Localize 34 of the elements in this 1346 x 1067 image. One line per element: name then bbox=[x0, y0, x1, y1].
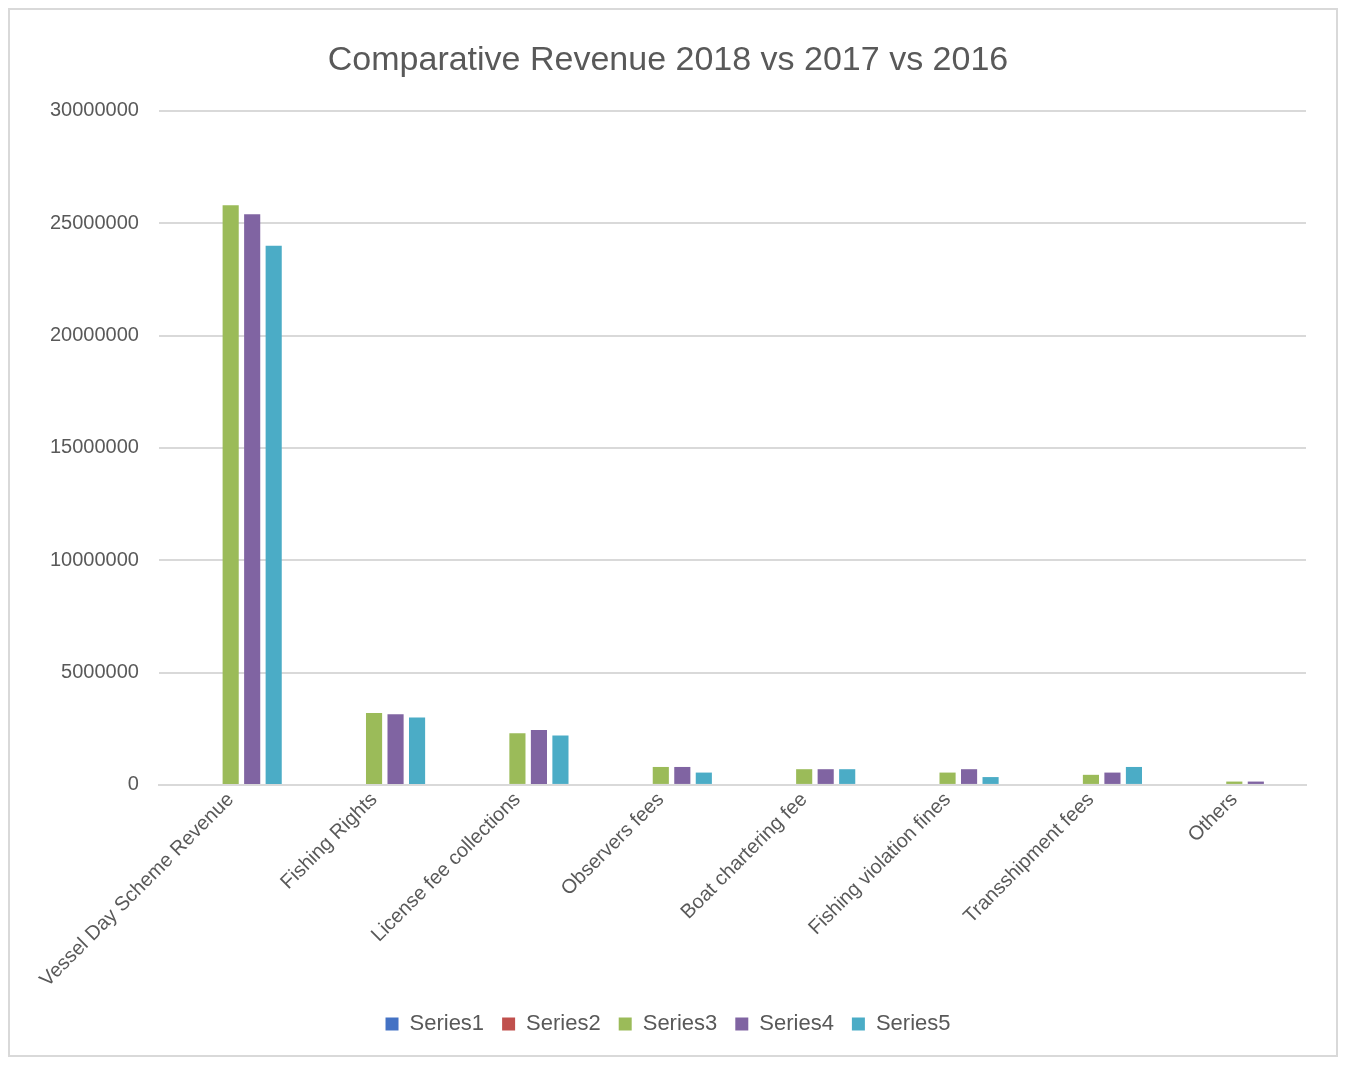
legend-label: Series2 bbox=[526, 1010, 601, 1036]
y-tick-label: 25000000 bbox=[50, 210, 139, 233]
legend-label: Series1 bbox=[409, 1010, 485, 1036]
bar bbox=[552, 735, 569, 784]
y-tick-label: 5000000 bbox=[61, 660, 139, 683]
bar bbox=[265, 245, 282, 784]
bar bbox=[839, 769, 856, 784]
bar bbox=[509, 733, 526, 784]
y-tick-label: 15000000 bbox=[50, 435, 139, 458]
bar bbox=[796, 769, 813, 784]
bar bbox=[365, 713, 383, 784]
legend-label: Series5 bbox=[875, 1010, 951, 1036]
bar bbox=[1125, 766, 1143, 784]
y-tick-label: 30000000 bbox=[50, 98, 139, 121]
legend-label: Series3 bbox=[642, 1010, 718, 1036]
legend-label: Series4 bbox=[759, 1010, 834, 1036]
y-tick-label: 0 bbox=[127, 772, 139, 795]
bar bbox=[387, 714, 404, 784]
chart-title: Comparative Revenue 2018 vs 2017 vs 2016 bbox=[327, 38, 1009, 77]
y-tick-label: 10000000 bbox=[50, 547, 139, 570]
bar bbox=[674, 766, 691, 784]
bar bbox=[961, 769, 978, 784]
bar bbox=[652, 766, 669, 784]
bar bbox=[817, 769, 834, 784]
bar bbox=[695, 772, 712, 784]
bar bbox=[409, 717, 426, 784]
y-tick-label: 20000000 bbox=[50, 323, 139, 346]
bar bbox=[1104, 772, 1121, 784]
bar bbox=[982, 777, 999, 784]
bar bbox=[530, 729, 547, 784]
bar bbox=[939, 772, 956, 784]
bar bbox=[244, 214, 261, 784]
bar bbox=[222, 205, 239, 784]
bar bbox=[1082, 774, 1099, 784]
